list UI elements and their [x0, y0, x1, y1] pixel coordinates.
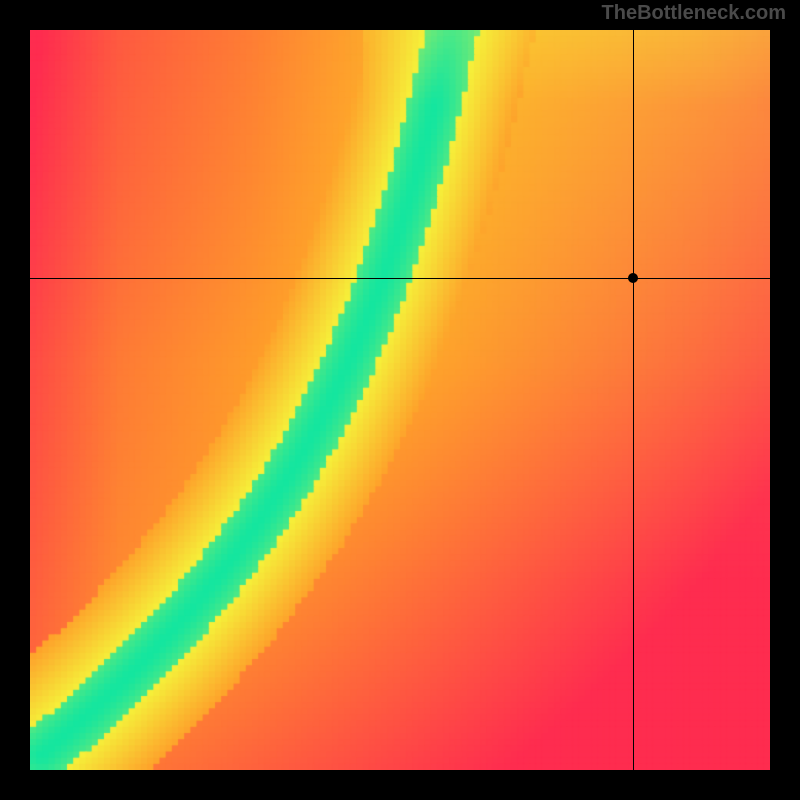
- crosshair-marker-dot: [628, 273, 638, 283]
- crosshair-vertical: [633, 30, 634, 770]
- heatmap-canvas: [30, 30, 770, 770]
- plot-area: [30, 30, 770, 770]
- crosshair-horizontal: [30, 278, 770, 279]
- watermark-text: TheBottleneck.com: [602, 2, 786, 25]
- chart-frame: TheBottleneck.com: [0, 0, 800, 800]
